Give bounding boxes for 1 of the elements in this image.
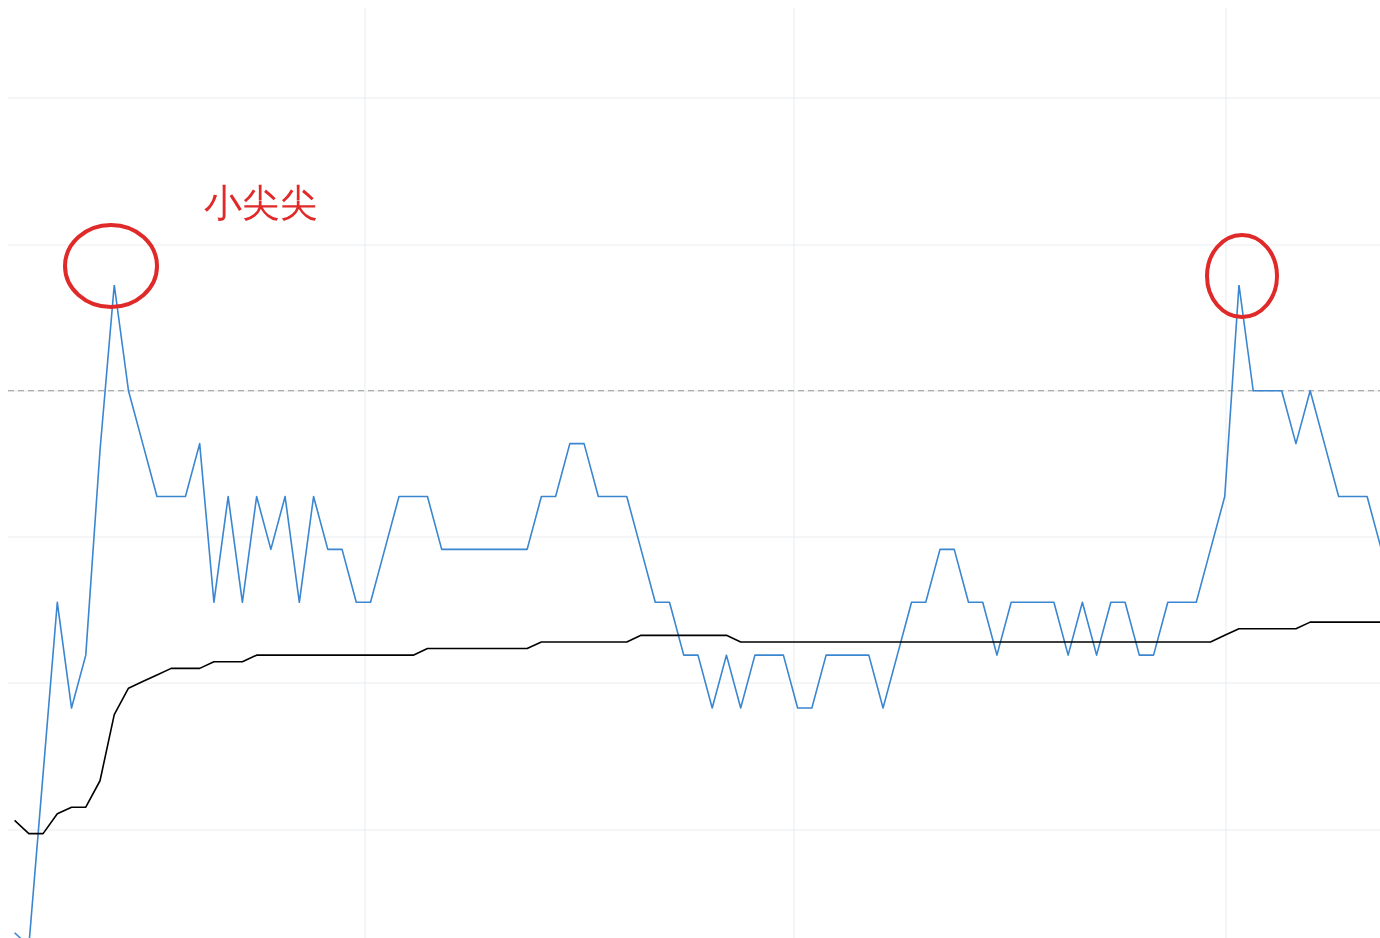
text: 小尖尖 [204,180,318,227]
